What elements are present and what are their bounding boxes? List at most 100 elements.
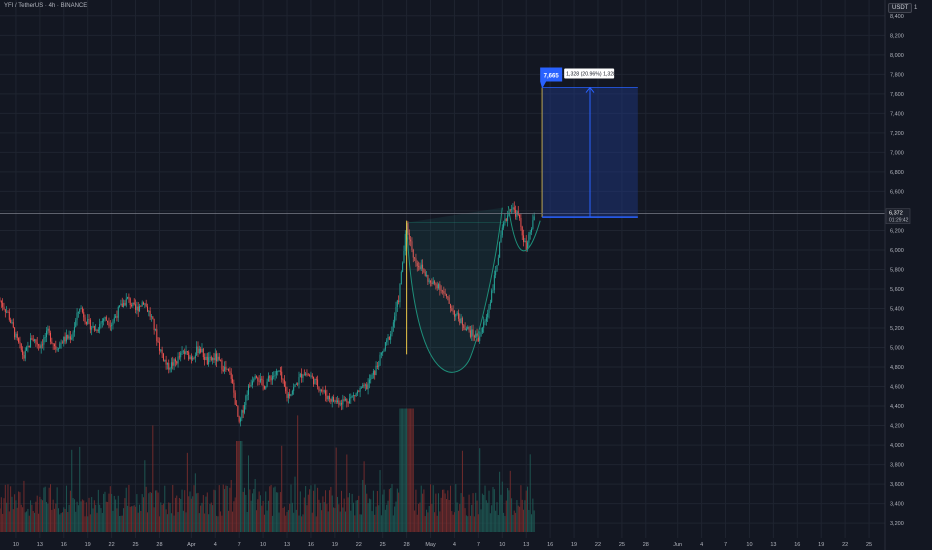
- volume-bar: [523, 509, 525, 532]
- volume-bar: [447, 490, 449, 532]
- time-tick-label: 10: [260, 542, 266, 548]
- candle-body: [133, 302, 135, 305]
- volume-bar: [182, 510, 184, 532]
- candle-body: [96, 329, 98, 332]
- candle-body: [364, 384, 366, 386]
- volume-bar: [137, 512, 139, 532]
- volume-bar: [8, 511, 10, 532]
- price-axis[interactable]: 8,400 8,200 8,000 7,800 7,600 7,400 7,200 7,000…: [884, 0, 932, 550]
- time-tick-label: 7: [238, 542, 241, 548]
- candle-body: [432, 281, 434, 284]
- volume-bar: [473, 516, 475, 532]
- volume-bar: [444, 493, 446, 532]
- candle-body: [516, 211, 518, 217]
- candle-body: [420, 264, 422, 269]
- volume-bar: [363, 461, 365, 532]
- time-tick-label: 10: [499, 542, 505, 548]
- candle-body: [395, 306, 397, 317]
- candle-body: [520, 217, 522, 227]
- volume-bar: [376, 490, 378, 532]
- volume-bar: [208, 514, 210, 532]
- volume-bar: [356, 500, 358, 532]
- volume-bar: [49, 484, 51, 532]
- candle-body: [505, 218, 507, 221]
- volume-bar: [201, 502, 203, 532]
- volume-bar: [221, 515, 223, 532]
- volume-bar: [172, 484, 174, 532]
- volume-bar: [427, 512, 429, 532]
- volume-bar: [229, 487, 231, 532]
- volume-bar: [315, 516, 317, 532]
- candle-body: [246, 394, 248, 396]
- volume-bar: [57, 508, 59, 532]
- volume-bar: [40, 499, 42, 532]
- price-tick-label: 4,600: [890, 385, 904, 391]
- candle-body: [111, 324, 113, 326]
- candle-body: [511, 209, 513, 210]
- candle-body: [351, 395, 353, 398]
- candle-body: [382, 351, 384, 354]
- candle-body: [18, 338, 20, 343]
- candle-body: [238, 416, 240, 422]
- pane-collapse-label[interactable]: 1: [914, 5, 918, 11]
- candle-body: [354, 395, 356, 396]
- candle-body: [399, 284, 401, 303]
- volume-bar: [19, 492, 21, 532]
- candle-body: [59, 343, 61, 349]
- time-axis[interactable]: 10 13 16 19 22 25 28 Apr 4 7 10 13 16 19 22 25 28 May 4 7 10…: [13, 542, 872, 548]
- price-tick-label: 6,800: [890, 170, 904, 176]
- volume-bar: [511, 498, 513, 532]
- volume-bar: [396, 488, 398, 532]
- candle-body: [49, 332, 51, 342]
- volume-bar: [341, 490, 343, 532]
- candle-body: [464, 327, 466, 331]
- volume-bar: [178, 497, 180, 532]
- candle-body: [182, 351, 184, 353]
- volume-bar: [434, 512, 436, 532]
- candle-body: [380, 353, 382, 355]
- price-tick-label: 3,200: [890, 521, 904, 527]
- volume-bar: [225, 485, 227, 532]
- candle-body: [197, 346, 199, 354]
- time-tick-label: 22: [356, 542, 362, 548]
- candle-body: [65, 335, 67, 342]
- candle-body: [407, 223, 409, 234]
- volume-bar: [88, 497, 90, 532]
- candle-body: [44, 337, 46, 338]
- volume-bar: [79, 446, 81, 532]
- time-tick-label: 16: [308, 542, 314, 548]
- volume-bar: [342, 507, 344, 532]
- volume-bar: [411, 408, 413, 532]
- candle-body: [279, 370, 281, 372]
- candle-body: [281, 371, 283, 380]
- volume-bar: [483, 494, 485, 532]
- candle-body: [56, 349, 58, 350]
- volume-bar: [438, 493, 440, 532]
- volume-bar: [293, 512, 295, 532]
- candle-body: [403, 250, 405, 263]
- candle-body: [104, 317, 106, 319]
- volume-bar: [347, 497, 349, 532]
- bar-countdown: 01:29:42: [889, 218, 909, 224]
- candle-body: [472, 329, 474, 336]
- volume-bar: [4, 484, 6, 532]
- volume-bar: [237, 441, 239, 532]
- volume-bar: [355, 500, 357, 532]
- candle-body: [125, 298, 127, 306]
- volume-bar: [366, 493, 368, 532]
- volume-bar: [212, 505, 214, 532]
- candle-body: [298, 377, 300, 385]
- candle-body: [338, 400, 340, 405]
- candle-body: [374, 371, 376, 375]
- currency-badge[interactable]: USDT: [888, 3, 913, 13]
- candle-body: [379, 354, 381, 366]
- volume-bar: [228, 510, 230, 532]
- volume-bar: [424, 516, 426, 532]
- price-tick-label: 5,600: [890, 287, 904, 293]
- volume-bar: [170, 513, 172, 532]
- candle-body: [257, 377, 259, 381]
- volume-bar: [68, 504, 70, 532]
- volume-bar: [20, 504, 22, 532]
- candle-body: [22, 350, 24, 355]
